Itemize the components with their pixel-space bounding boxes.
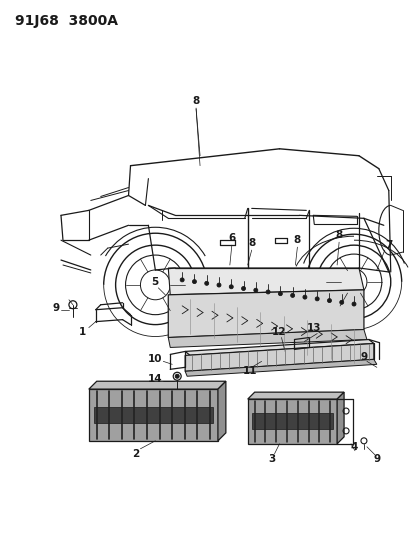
Text: 3: 3 bbox=[267, 454, 275, 464]
Text: 8: 8 bbox=[335, 230, 342, 240]
Text: 11: 11 bbox=[242, 366, 256, 376]
Circle shape bbox=[302, 295, 306, 299]
Polygon shape bbox=[185, 359, 376, 376]
Circle shape bbox=[192, 280, 196, 284]
Polygon shape bbox=[247, 399, 336, 444]
Polygon shape bbox=[93, 407, 212, 423]
Circle shape bbox=[327, 298, 331, 303]
Text: 10: 10 bbox=[148, 354, 162, 365]
Polygon shape bbox=[251, 413, 332, 429]
Text: 9: 9 bbox=[373, 454, 380, 464]
Polygon shape bbox=[185, 340, 373, 356]
Text: 7: 7 bbox=[384, 240, 392, 250]
Circle shape bbox=[314, 297, 318, 301]
Polygon shape bbox=[88, 389, 217, 441]
Polygon shape bbox=[88, 381, 225, 389]
Circle shape bbox=[175, 374, 179, 378]
Text: 13: 13 bbox=[306, 322, 321, 333]
Circle shape bbox=[204, 281, 208, 285]
Circle shape bbox=[290, 294, 294, 297]
Circle shape bbox=[216, 283, 221, 287]
Polygon shape bbox=[168, 290, 363, 337]
Text: 91J68  3800A: 91J68 3800A bbox=[15, 14, 118, 28]
Circle shape bbox=[278, 292, 282, 296]
Circle shape bbox=[351, 302, 355, 306]
Text: 6: 6 bbox=[228, 233, 235, 243]
Polygon shape bbox=[185, 343, 373, 372]
Circle shape bbox=[339, 300, 343, 304]
Text: 14: 14 bbox=[148, 374, 162, 384]
Text: 9: 9 bbox=[359, 352, 367, 362]
Circle shape bbox=[241, 287, 245, 290]
Circle shape bbox=[253, 288, 257, 292]
Text: 4: 4 bbox=[349, 442, 357, 452]
Circle shape bbox=[180, 278, 184, 282]
Circle shape bbox=[229, 285, 233, 289]
Text: 8: 8 bbox=[192, 96, 199, 106]
Polygon shape bbox=[336, 392, 343, 444]
Text: 8: 8 bbox=[247, 238, 255, 248]
Text: 5: 5 bbox=[150, 277, 158, 287]
Text: 12: 12 bbox=[272, 327, 286, 336]
Polygon shape bbox=[217, 381, 225, 441]
Text: 1: 1 bbox=[79, 327, 86, 336]
Polygon shape bbox=[247, 392, 343, 399]
Text: 9: 9 bbox=[52, 303, 59, 313]
Circle shape bbox=[266, 290, 269, 294]
Polygon shape bbox=[168, 268, 363, 295]
Text: 8: 8 bbox=[293, 235, 300, 245]
Text: 2: 2 bbox=[131, 449, 139, 459]
Polygon shape bbox=[168, 329, 366, 348]
